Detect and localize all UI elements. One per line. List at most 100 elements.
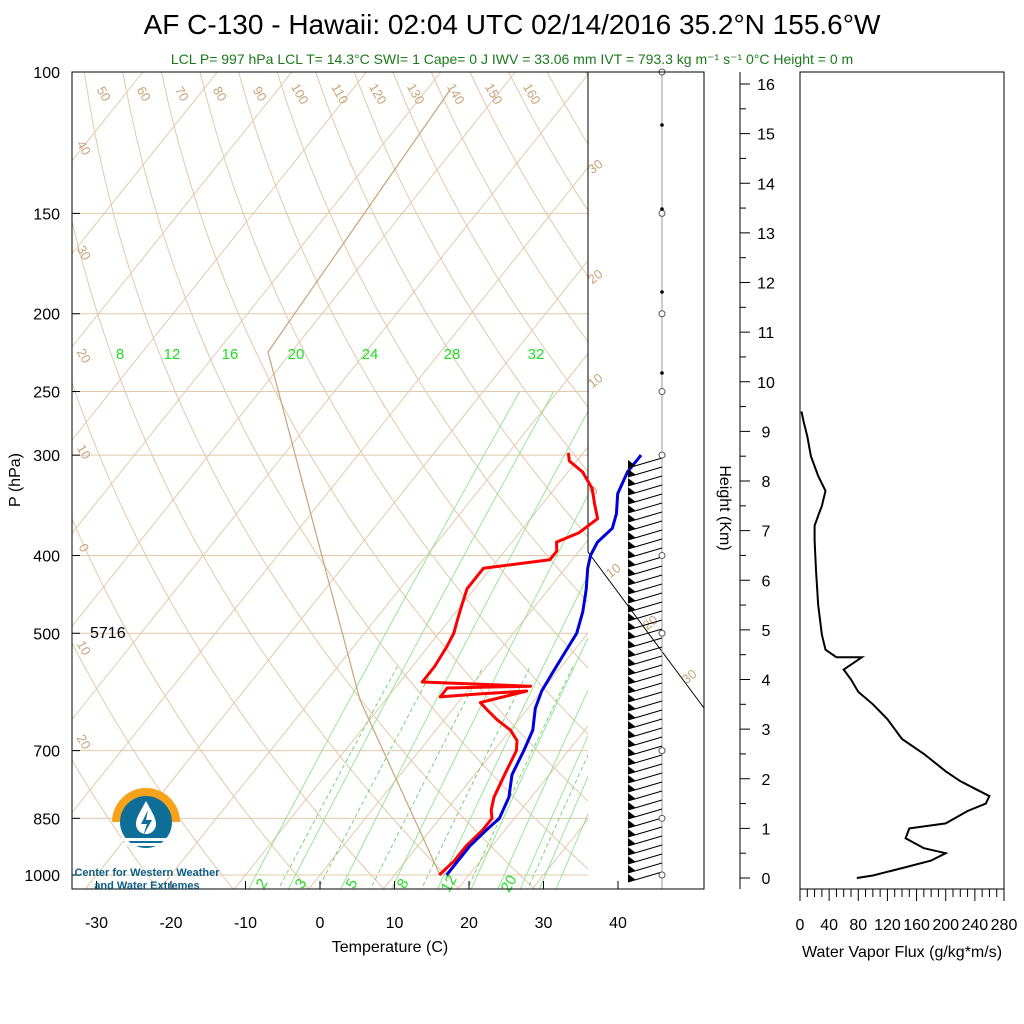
- height-500-label: 5716: [90, 625, 126, 642]
- isotherm-line: [72, 72, 442, 534]
- dry-adiabat: [353, 72, 704, 600]
- flux-tick-label: 160: [903, 917, 930, 934]
- wind-barb-flag: [628, 631, 636, 639]
- dry-adiabat-label: 140: [444, 81, 468, 107]
- dry-adiabat: [72, 759, 159, 889]
- logo-line1: Center for Western Weather: [74, 867, 220, 879]
- flux-x-label: Water Vapor Flux (g/kg*m/s): [802, 944, 1002, 961]
- temp-tick-label: -30: [85, 915, 108, 932]
- isotherm-line: [72, 72, 293, 348]
- dry-adiabat: [72, 381, 385, 889]
- left-adiabat-label: 30: [74, 243, 94, 263]
- temp-tick-label: -20: [159, 915, 182, 932]
- pressure-tick-label: 400: [33, 548, 60, 565]
- wind-barb-flag: [628, 820, 636, 828]
- flux-tick-label: 40: [820, 917, 838, 934]
- pressure-tick-label: 500: [33, 626, 60, 643]
- isobar-lines: [72, 72, 704, 876]
- pressure-tick-label: 300: [33, 448, 60, 465]
- flux-line: [800, 411, 991, 879]
- mixing-ratio-label: 12: [164, 346, 181, 363]
- dry-adiabat-lines: [72, 72, 704, 889]
- flux-frame: [799, 71, 1005, 890]
- dry-adiabat: [122, 72, 611, 889]
- height-tick-label: 10: [757, 375, 775, 392]
- mixing-ratio-label: 28: [444, 346, 461, 363]
- pressure-tick-label: 850: [33, 811, 60, 828]
- flux-tick-label: 120: [874, 917, 901, 934]
- wind-barb-flag: [628, 739, 636, 747]
- flux-tick-label: 200: [932, 917, 959, 934]
- wind-barb-flag: [628, 604, 636, 612]
- skewt-y-label: P (hPa): [7, 453, 24, 507]
- mixing-ratio-dashed: [466, 666, 574, 889]
- isotherm-lines: [72, 72, 704, 889]
- wind-barb-flag: [628, 568, 636, 576]
- isotherm-line: [382, 487, 704, 889]
- mixing-ratio-dashed: [278, 666, 398, 889]
- wind-calm-dot: [660, 371, 664, 375]
- mixing-ratio-dashed: [421, 666, 531, 889]
- sounding-lines: [420, 452, 643, 877]
- wind-barb-flag: [628, 577, 636, 585]
- pressure-tick-label: 200: [33, 307, 60, 324]
- left-adiabat-label: 20: [74, 346, 94, 366]
- height-tick-label: 16: [757, 77, 775, 94]
- wind-barb-flag: [628, 496, 636, 504]
- wind-panel-edge: [587, 72, 705, 709]
- wind-barb-flag: [628, 802, 636, 810]
- wind-barb-flag: [628, 478, 636, 486]
- wind-barb-flag: [628, 685, 636, 693]
- mixing-ratio-label: 16: [222, 346, 239, 363]
- dry-adiabat: [238, 72, 704, 781]
- height-tick-label: 1: [762, 821, 771, 838]
- height-tick-label: 14: [757, 176, 775, 193]
- flux-tick-label: 240: [962, 917, 989, 934]
- isotherm-line: [233, 301, 704, 889]
- wind-station-circle: [658, 209, 666, 217]
- mixing-ratio-label: 8: [116, 346, 124, 363]
- skewt-frame: [71, 71, 705, 890]
- isotherm-line: [72, 72, 591, 721]
- dry-adiabat: [469, 72, 704, 425]
- dry-adiabat-label: 60: [134, 84, 154, 104]
- height-tick-label: 6: [762, 573, 771, 590]
- mixing-ratio-label-bottom: 12: [438, 872, 461, 895]
- mixing-ratio-label: 20: [288, 346, 305, 363]
- wind-barb-flag: [628, 532, 636, 540]
- dry-adiabat-label: 160: [520, 81, 544, 107]
- wind-barb-flag: [628, 559, 636, 567]
- height-tick-label: 8: [762, 474, 771, 491]
- wind-barb-flag: [628, 730, 636, 738]
- mixing-ratio-dashed: [370, 666, 484, 889]
- height-tick-label: 4: [762, 673, 771, 690]
- wind-barb-flag: [628, 712, 636, 720]
- left-adiabat-label: 40: [74, 138, 94, 158]
- cw3e-logo: Center for Western Weather and Water Ext…: [74, 788, 220, 892]
- wind-barb-flag: [628, 757, 636, 765]
- isotherm-line: [457, 580, 704, 889]
- wind-barb-flag: [628, 586, 636, 594]
- wind-barb-flag: [628, 550, 636, 558]
- isotherm-line: [72, 72, 218, 255]
- pressure-tick-label: 100: [33, 65, 60, 82]
- wind-barb-flag: [628, 640, 636, 648]
- flux-series-line: [800, 411, 991, 879]
- wind-calm-dot: [660, 207, 664, 211]
- wind-station-circle: [658, 747, 666, 755]
- wind-barb-flag: [628, 703, 636, 711]
- flux-tick-label: 280: [991, 917, 1018, 934]
- wind-barb-flag: [628, 694, 636, 702]
- wind-barb-flag: [628, 811, 636, 819]
- wind-station-circle: [658, 451, 666, 459]
- mixing-ratio-dashed: [317, 666, 435, 889]
- wind-barb-flag: [628, 487, 636, 495]
- wind-station-circle: [658, 629, 666, 637]
- dry-adiabat-label: 80: [210, 84, 230, 104]
- mixing-ratio-dashed: [527, 666, 630, 889]
- dry-adiabat-label: 50: [94, 84, 114, 104]
- dry-adiabat: [315, 72, 704, 660]
- wind-barb-flag: [628, 793, 636, 801]
- left-adiabat-label: 20: [74, 732, 94, 752]
- height-tick-label: 9: [762, 424, 771, 441]
